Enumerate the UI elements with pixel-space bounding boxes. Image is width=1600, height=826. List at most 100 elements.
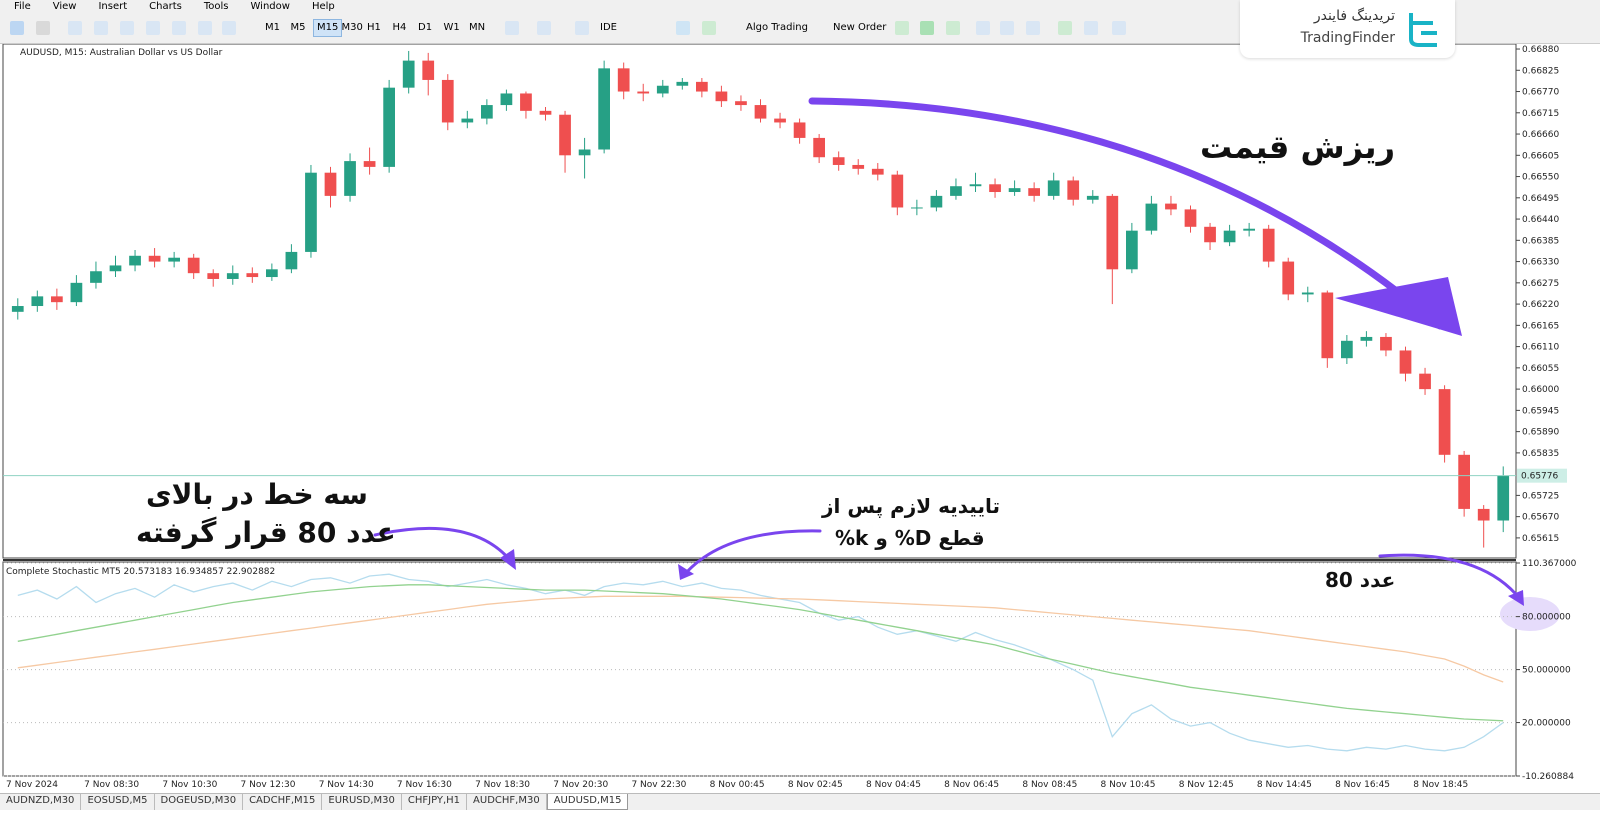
x-tick-label: 7 Nov 20:30 <box>553 780 608 790</box>
icon[interactable] <box>1000 21 1014 35</box>
candle-body <box>656 85 669 94</box>
candle-body <box>1204 226 1216 243</box>
candle-body <box>109 265 122 272</box>
candle-body <box>1126 230 1138 270</box>
last-price-label: 0.65776 <box>1521 472 1558 482</box>
chart-tab[interactable]: AUDUSD,M15 <box>546 794 629 810</box>
y-tick-label: 0.65615 <box>1522 534 1559 544</box>
toolbar-button[interactable]: New Order <box>833 22 887 33</box>
toolbar-button[interactable]: Algo Trading <box>746 22 808 33</box>
x-tick-label: 7 Nov 22:30 <box>631 780 686 790</box>
timeframe-button[interactable]: D1 <box>418 22 433 33</box>
arrow-head <box>678 564 694 580</box>
menu-bar: File View Insert Charts Tools Window Help <box>0 0 1600 13</box>
chart-tab[interactable]: EURUSD,M30 <box>322 794 402 810</box>
candle-body <box>187 257 200 274</box>
x-tick-label: 8 Nov 16:45 <box>1335 780 1390 790</box>
logo-text: تریدینگ فایندر <box>1313 8 1395 24</box>
timeframe-button[interactable]: M15 <box>313 19 343 37</box>
timeframe-button[interactable]: W1 <box>443 22 460 33</box>
icon[interactable] <box>575 21 589 35</box>
icon[interactable] <box>1112 21 1126 35</box>
y-tick-label: 0.66385 <box>1522 236 1559 246</box>
candle-body <box>129 255 141 266</box>
candle-body <box>1184 209 1197 227</box>
candle-body <box>852 164 865 169</box>
icon[interactable] <box>222 21 236 35</box>
icon[interactable] <box>1058 21 1072 35</box>
icon[interactable] <box>505 21 519 35</box>
candle-body <box>1419 373 1431 390</box>
icon[interactable] <box>676 21 690 35</box>
tab-bar: AUDNZD,M30 EOSUSD,M5 DOGEUSD,M30 CADCHF,M15… <box>0 793 1600 810</box>
y-tick-label: 80.000000 <box>1522 613 1571 623</box>
chart-tab[interactable]: AUDCHF,M30 <box>467 794 547 810</box>
candle-body <box>715 91 728 102</box>
annotation: عدد 80 <box>1325 568 1396 592</box>
candle-body <box>1438 389 1451 455</box>
toolbar-button[interactable]: IDE <box>600 22 617 33</box>
candle-body <box>871 168 884 175</box>
timeframe-button[interactable]: M1 <box>265 22 280 33</box>
candle-body <box>1028 188 1040 196</box>
icon[interactable] <box>68 21 82 35</box>
timeframe-button[interactable]: MN <box>469 22 486 33</box>
y-tick-label: 0.66605 <box>1522 151 1559 161</box>
icon[interactable] <box>920 21 934 35</box>
candle-body <box>598 68 610 150</box>
y-tick-label: 0.66770 <box>1522 88 1559 98</box>
candle-body <box>676 81 689 86</box>
icon[interactable] <box>976 21 990 35</box>
x-tick-label: 7 Nov 08:30 <box>84 780 139 790</box>
menu-item[interactable]: Help <box>311 1 335 12</box>
icon[interactable] <box>1026 21 1040 35</box>
icon[interactable] <box>146 21 160 35</box>
arrow-heads <box>500 277 1524 606</box>
annotation: ریزش قیمت <box>1200 128 1395 166</box>
arrow <box>1378 553 1522 601</box>
icon[interactable] <box>702 21 716 35</box>
icon[interactable] <box>120 21 134 35</box>
menu-item[interactable]: View <box>52 1 77 12</box>
icon[interactable] <box>172 21 186 35</box>
candle-body <box>1008 188 1021 193</box>
indicator-panel <box>2 561 1517 777</box>
icon[interactable] <box>537 21 551 35</box>
chart-tab[interactable]: DOGEUSD,M30 <box>155 794 244 810</box>
annotation: سه خط در بالای <box>146 478 368 511</box>
icon[interactable] <box>1084 21 1098 35</box>
chart-tab[interactable]: AUDNZD,M30 <box>0 794 82 810</box>
timeframe-button[interactable]: H1 <box>367 22 381 33</box>
main-panel <box>2 44 1517 559</box>
y-tick-label: 0.65945 <box>1522 406 1559 416</box>
logo: تریدینگ فایندر TradingFinder <box>1240 0 1455 58</box>
chart-tab[interactable]: CADCHF,M15 <box>243 794 323 810</box>
icon[interactable] <box>10 21 24 35</box>
timeframe-button[interactable]: M5 <box>290 22 306 33</box>
y-tick-label: 0.66330 <box>1522 258 1559 268</box>
menu-item[interactable]: Window <box>250 1 290 12</box>
chart-tab[interactable]: EOSUSD,M5 <box>81 794 155 810</box>
chart-tab[interactable]: CHFJPY,H1 <box>402 794 468 810</box>
y-tick-label: 0.66110 <box>1522 343 1559 353</box>
candle-body <box>1477 508 1490 521</box>
y-tick-label: -10.260884 <box>1522 772 1574 782</box>
x-tick-label: 7 Nov 14:30 <box>319 780 374 790</box>
menu-item[interactable]: Tools <box>203 1 229 12</box>
menu-item[interactable]: Insert <box>98 1 128 12</box>
icon[interactable] <box>36 21 50 35</box>
candle-body <box>305 172 317 252</box>
icon[interactable] <box>895 21 909 35</box>
menu-item[interactable]: Charts <box>149 1 182 12</box>
y-tick-label: 0.66495 <box>1522 194 1559 204</box>
annotation: تاییدیه لازم پس از <box>822 494 1000 518</box>
menu-item[interactable]: File <box>14 1 31 12</box>
candle-body <box>1399 350 1412 374</box>
timeframe-button[interactable]: M30 <box>341 22 363 33</box>
icon[interactable] <box>94 21 108 35</box>
icon[interactable] <box>946 21 960 35</box>
chart-area: AUDUSD, M15: Australian Dollar vs US Dol… <box>2 44 1577 790</box>
main-chart: AUDUSD, M15: Australian Dollar vs US Dol… <box>3 45 1567 790</box>
icon[interactable] <box>198 21 212 35</box>
timeframe-button[interactable]: H4 <box>392 22 407 33</box>
